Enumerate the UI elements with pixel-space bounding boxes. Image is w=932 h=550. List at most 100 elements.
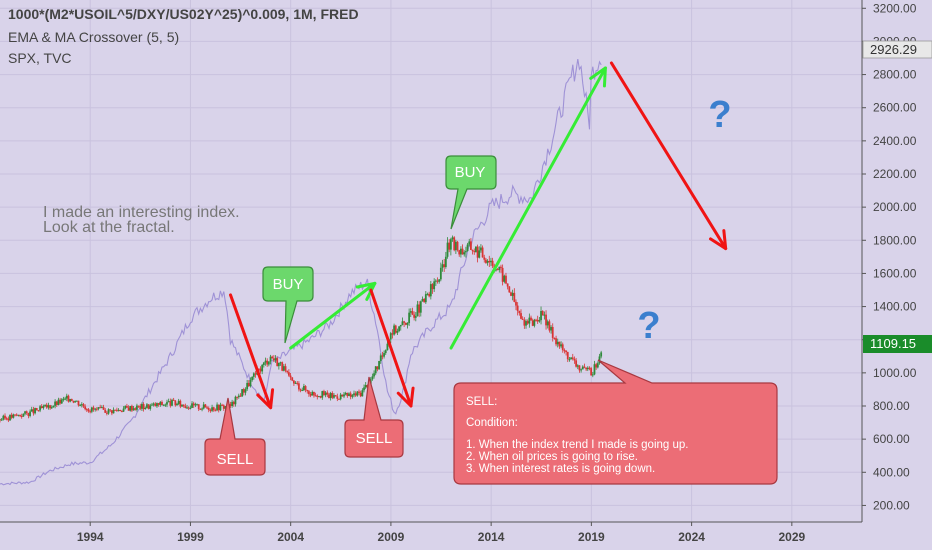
candle-26: [42, 404, 45, 410]
candle-270: [449, 237, 452, 256]
candle-body-85: [141, 404, 143, 409]
candle-278: [463, 250, 466, 257]
candle-272: [453, 236, 456, 252]
candle-38: [62, 396, 65, 402]
candle-body-200: [333, 395, 335, 398]
candle-188: [313, 391, 315, 398]
candle-body-95: [157, 403, 160, 405]
x-axis[interactable]: 1994 1999 2004 2009 2014 2019 2024 2029: [77, 522, 806, 544]
y-axis[interactable]: 3200.003000.002800.002600.002400.002200.…: [862, 1, 917, 512]
candle-92: [152, 402, 155, 407]
arrow-head-0: [256, 388, 275, 410]
sell-callout-2[interactable]: SELL: [344, 376, 404, 458]
buy-callout-1-label: BUY: [273, 276, 304, 293]
candle-body-316: [526, 321, 529, 324]
candle-body-25: [40, 406, 43, 408]
candle-body-198: [329, 393, 332, 399]
candle-61: [100, 405, 103, 409]
chart-legend: 1000*(M2*USOIL^5/DXY/US02Y^25)^0.009, 1M…: [8, 6, 359, 66]
candle-314: [523, 317, 526, 329]
candle-body-11: [17, 414, 20, 416]
candle-body-44: [72, 400, 75, 403]
legend-title[interactable]: 1000*(M2*USOIL^5/DXY/US02Y^25)^0.009, 1M…: [8, 6, 359, 22]
candle-73: [121, 410, 123, 413]
candle-241: [401, 317, 404, 326]
candle-body-215: [358, 391, 360, 393]
candle-21: [34, 407, 36, 415]
candle-269: [448, 239, 451, 253]
candle-104: [172, 397, 175, 401]
candle-335: [558, 341, 561, 349]
y-tick-label-9: 1400.00: [873, 300, 917, 314]
candle-327: [545, 310, 547, 330]
question-mark-upper: ?: [708, 94, 731, 136]
candle-186: [309, 391, 312, 398]
legend-indicator[interactable]: EMA & MA Crossover (5, 5): [8, 29, 179, 45]
candle-body-312: [520, 313, 522, 319]
candle-332: [553, 337, 556, 340]
candle-body-106: [176, 403, 178, 406]
candle-50: [82, 403, 85, 409]
candle-body-177: [294, 382, 297, 384]
candle-body-53: [87, 409, 90, 412]
candle-65: [107, 408, 110, 415]
candle-3: [4, 413, 6, 420]
candle-307: [511, 289, 514, 301]
candle-body-350: [583, 366, 586, 368]
candle-33: [54, 399, 57, 409]
legend-compare-symbol[interactable]: SPX, TVC: [8, 50, 72, 66]
sell-condition-box[interactable]: SELL: Condition: 1. When the index trend…: [453, 359, 778, 485]
candle-44: [72, 400, 75, 404]
candle-body-173: [287, 372, 290, 376]
candle-body-226: [376, 366, 379, 370]
buy-callout-1[interactable]: BUY: [262, 266, 314, 344]
candle-287: [478, 246, 481, 259]
candle-body-281: [468, 241, 471, 245]
candle-body-170: [282, 366, 285, 371]
candle-60: [99, 404, 102, 409]
candle-body-189: [314, 395, 317, 397]
candle-body-104: [172, 399, 175, 401]
candle-body-212: [353, 393, 355, 396]
candle-207: [344, 391, 347, 396]
candle-351: [585, 367, 588, 372]
candle-223: [371, 373, 374, 381]
candle-body-58: [95, 408, 98, 410]
candle-121: [201, 407, 203, 412]
candle-body-193: [321, 391, 324, 398]
candle-148: [246, 379, 249, 391]
candle-body-51: [84, 406, 87, 410]
candle-142: [236, 396, 239, 400]
candle-191: [318, 396, 320, 398]
candle-147: [244, 387, 247, 396]
candle-body-253: [421, 298, 424, 302]
candle-body-197: [328, 394, 330, 399]
y-tick-label-15: 200.00: [873, 498, 910, 512]
candle-194: [323, 389, 325, 396]
candle-90: [149, 403, 152, 411]
candle-body-247: [411, 311, 414, 315]
candle-body-71: [117, 409, 120, 411]
green-trend-arrow-1: [289, 281, 377, 350]
candle-57: [94, 407, 97, 412]
candle-body-324: [540, 311, 542, 321]
candle-201: [334, 395, 337, 397]
candle-215: [358, 389, 360, 396]
candle-body-119: [197, 404, 200, 409]
candle-body-55: [90, 407, 93, 412]
candle-body-258: [429, 284, 432, 297]
candle-body-185: [308, 391, 310, 395]
candle-body-184: [306, 389, 309, 392]
candle-body-127: [211, 407, 213, 411]
candle-8: [12, 413, 15, 419]
buy-callout-2[interactable]: BUY: [445, 155, 497, 230]
candle-body-161: [267, 361, 270, 365]
candle-159: [264, 357, 267, 366]
candle-body-240: [399, 324, 402, 327]
candle-body-289: [481, 247, 484, 258]
sell-callout-1[interactable]: SELL: [204, 397, 266, 476]
candle-body-244: [406, 323, 409, 325]
candle-body-91: [151, 404, 153, 406]
